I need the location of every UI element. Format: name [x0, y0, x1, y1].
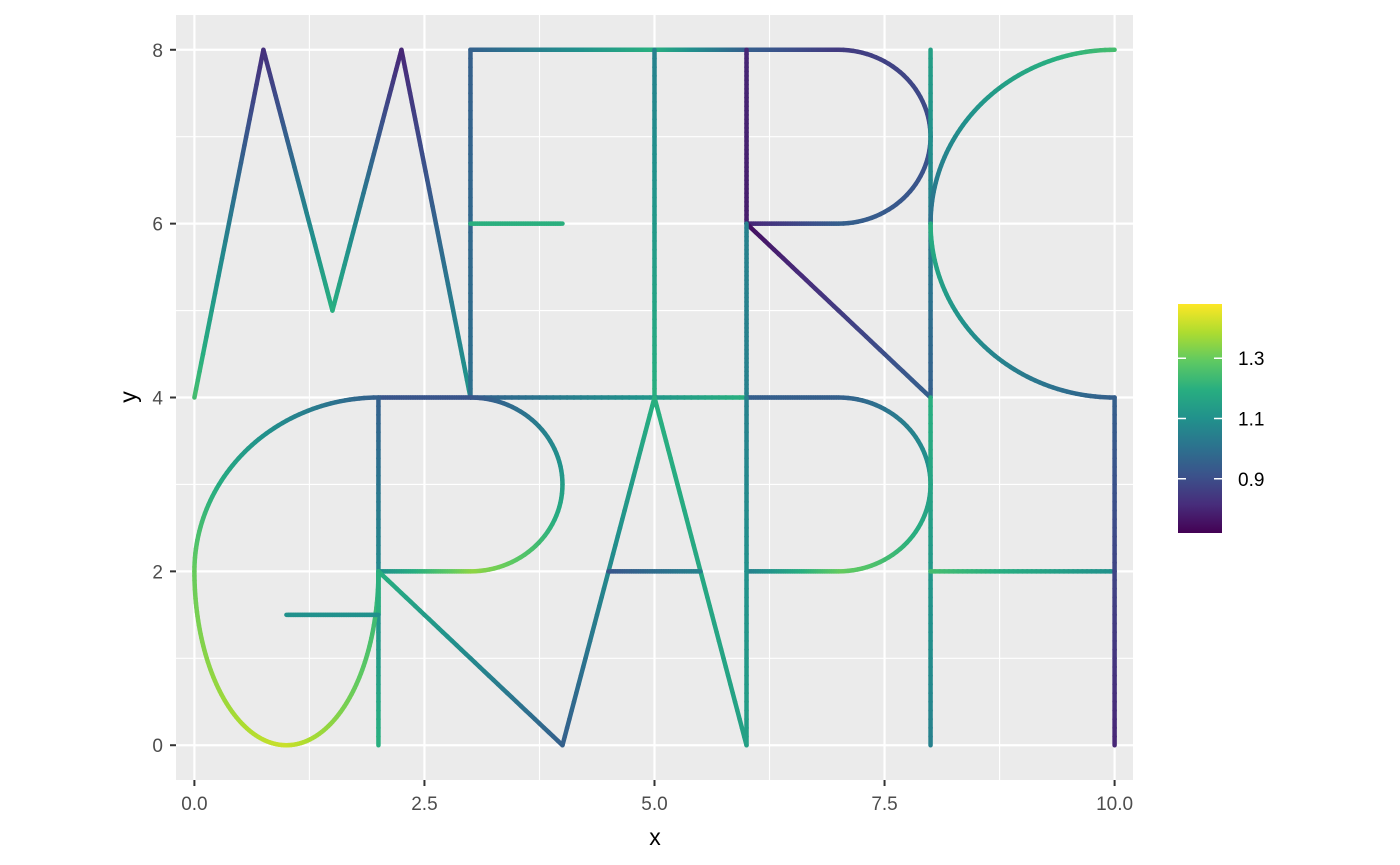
edge-30: [468, 395, 565, 574]
y-tick-label: 4: [152, 389, 163, 410]
edge-1: [261, 47, 335, 313]
y-tick-label: 0: [152, 736, 163, 757]
x-tick-label: 0.0: [181, 794, 207, 815]
colorbar-tick-label: 1.3: [1238, 349, 1264, 370]
edge-17: [928, 221, 1117, 400]
colorbar-legend: 0.9 1.1 1.3: [1178, 304, 1264, 533]
x-tick-label: 2.5: [411, 794, 437, 815]
edge-34: [192, 395, 381, 574]
edge-3: [399, 47, 473, 400]
y-tick-label: 6: [152, 215, 163, 236]
edge-13: [744, 221, 933, 400]
edge-0: [192, 47, 266, 400]
y-tick-label: 2: [152, 562, 163, 583]
colorbar-tick-label: 1.1: [1238, 410, 1264, 431]
edge-segment: [741, 734, 749, 748]
colorbar-ticks: 0.9 1.1 1.3: [1178, 349, 1264, 491]
y-axis: 0 2 4 6 8: [152, 41, 176, 757]
edge-35: [192, 569, 289, 748]
edge-16: [928, 47, 1117, 226]
x-tick-label: 10.0: [1096, 794, 1133, 815]
edge-26: [560, 395, 657, 748]
x-axis-title: x: [649, 824, 661, 850]
y-axis-title: y: [115, 391, 141, 403]
x-tick-label: 5.0: [641, 794, 667, 815]
x-tick-label: 7.5: [871, 794, 897, 815]
x-axis: 0.0 2.5 5.0 7.5 10.0: [181, 780, 1133, 815]
y-tick-label: 8: [152, 41, 163, 62]
network-edges: [192, 47, 1117, 748]
edge-segment: [555, 738, 565, 748]
colorbar-tick-label: 0.9: [1238, 470, 1264, 491]
